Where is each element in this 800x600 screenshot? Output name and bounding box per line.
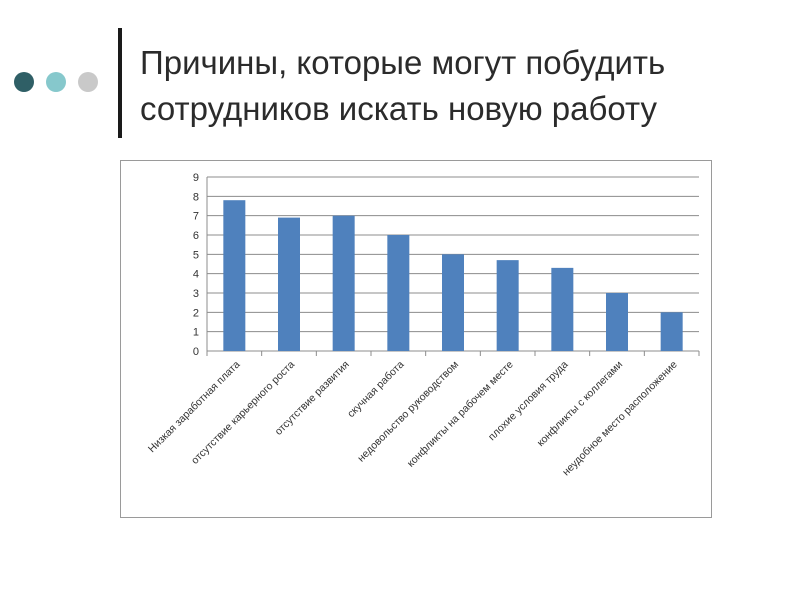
x-tick-label: недовольство руководством	[355, 359, 461, 465]
bar	[606, 293, 628, 351]
dot-dark	[14, 72, 34, 92]
y-tick-label: 9	[193, 172, 199, 184]
dot-gray	[78, 72, 98, 92]
slide-title-line-2: сотрудников искать новую работу	[140, 90, 657, 127]
y-tick-label: 7	[193, 211, 199, 223]
bar-chart: 0 1 2 3 4 5 6 7 8 9 Низкая заработная платаотсутст…	[146, 172, 700, 479]
bar	[442, 254, 464, 351]
bar	[387, 235, 410, 351]
bar	[278, 217, 300, 351]
bar	[223, 200, 246, 351]
y-tick-label: 4	[193, 269, 199, 281]
x-tick-label: неудобное место расположение	[560, 359, 680, 479]
bar	[496, 260, 519, 351]
y-tick-label: 6	[193, 230, 199, 242]
bar	[332, 215, 355, 351]
dot-light-teal	[46, 72, 66, 92]
x-tick-label: Низкая заработная плата	[146, 359, 243, 456]
title-divider	[118, 28, 122, 138]
y-tick-label: 1	[193, 327, 199, 339]
bar	[660, 312, 683, 351]
y-tick-label: 8	[193, 191, 199, 203]
chart-frame: 0 1 2 3 4 5 6 7 8 9 Низкая заработная плата отсутст…	[120, 160, 712, 518]
decorative-dots	[14, 72, 104, 94]
slide-title: Причины, которые могут побудить сотрудни…	[140, 40, 780, 132]
bar	[551, 267, 574, 351]
x-tick-label: скучная работа	[345, 359, 406, 420]
y-tick-label: 3	[193, 288, 199, 300]
x-tick-label: отсутствие карьерного роста	[189, 359, 297, 467]
slide-title-line-1: Причины, которые могут побудить	[140, 44, 666, 81]
y-tick-label: 2	[193, 307, 199, 319]
y-tick-label: 0	[193, 346, 199, 358]
x-tick-label: конфликты на рабочем месте	[405, 359, 516, 470]
y-tick-label: 5	[193, 249, 199, 261]
